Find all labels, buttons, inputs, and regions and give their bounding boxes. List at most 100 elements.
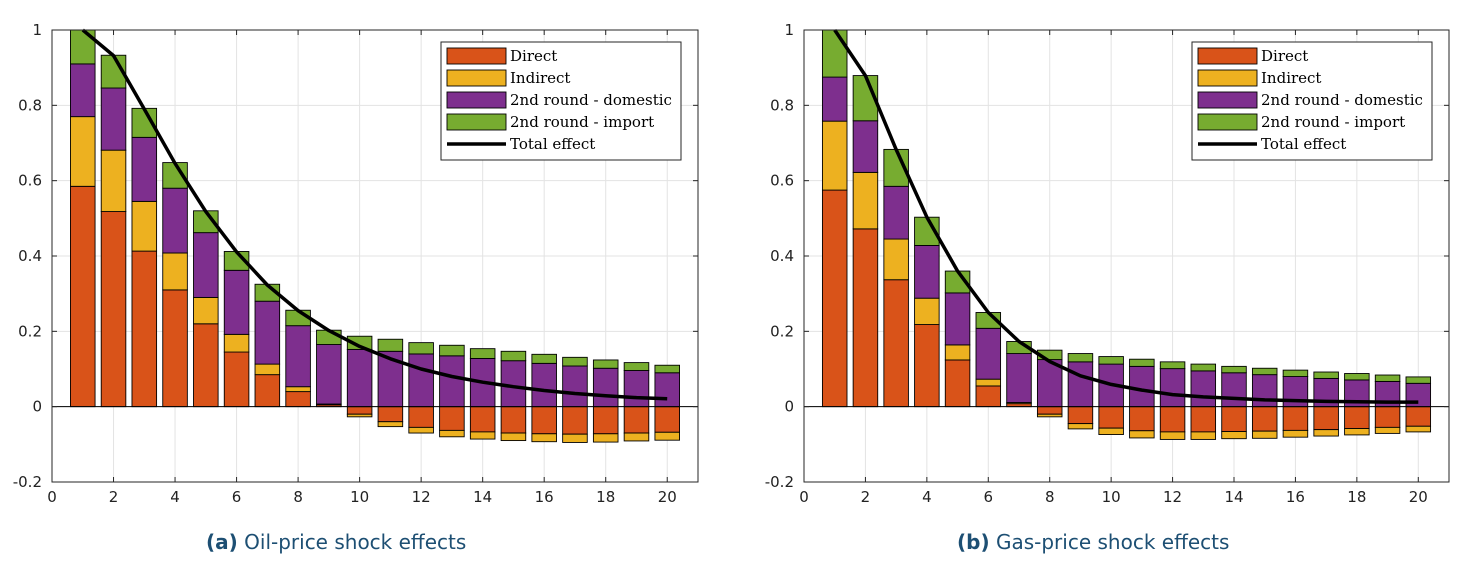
bar-domestic: [162, 187, 188, 254]
bar-direct: [944, 359, 971, 408]
bar-direct: [592, 406, 619, 435]
bar-domestic: [1129, 365, 1155, 408]
bar-direct: [654, 406, 680, 433]
legend-label-domestic: 2nd round - domestic: [510, 91, 672, 109]
bar-import: [1221, 365, 1247, 374]
legend-swatch-domestic: [1197, 91, 1258, 109]
bar-indirect: [623, 432, 650, 442]
chart-oil-price: 0 2 4 6 8 10 12 14 16 18 20 -0.2 0 0.2 0.4 0.6 0.8 1 Direc…: [13, 21, 699, 506]
bar-indirect: [654, 431, 680, 441]
bar-indirect: [469, 431, 496, 440]
bar-indirect: [439, 429, 465, 438]
bar-indirect: [100, 149, 127, 213]
bar-direct: [883, 279, 909, 408]
bar-direct: [975, 385, 1002, 408]
bar-direct: [377, 406, 404, 423]
bar-direct: [1098, 406, 1124, 429]
x-tick-label: 14: [473, 488, 492, 506]
bar-indirect: [1129, 430, 1155, 439]
x-tick-label: 4: [170, 488, 180, 506]
legend-label-direct: Direct: [510, 47, 557, 65]
bar-import: [531, 353, 557, 364]
bar-domestic: [592, 367, 619, 408]
legend-label-indirect: Indirect: [510, 69, 570, 87]
y-tick-label: -0.2: [13, 473, 42, 491]
bar-direct: [439, 406, 465, 431]
bar-domestic: [1190, 370, 1217, 408]
bar-indirect: [285, 386, 311, 393]
total-effect-line: [833, 29, 1419, 404]
bar-indirect: [562, 433, 588, 443]
bar-direct: [1344, 406, 1370, 429]
bar-import: [439, 344, 465, 357]
bar-import: [1129, 358, 1155, 367]
bar-direct: [1405, 406, 1432, 427]
total-effect-line: [81, 28, 668, 401]
bar-indirect: [975, 378, 1002, 387]
bar-import: [500, 350, 527, 362]
bar-direct: [531, 406, 557, 435]
bar-import: [377, 338, 404, 352]
bar-direct: [821, 189, 848, 408]
bar-direct: [1036, 406, 1063, 415]
ticks: 0 2 4 6 8 10 12 14 16 18 20 -0.2 0 0.2 0.4 0.6 0.8 1: [13, 21, 698, 506]
legend-swatch-direct: [1197, 47, 1258, 65]
x-tick-label: 4: [922, 488, 932, 506]
bar-domestic: [408, 353, 434, 408]
bar-import: [1159, 361, 1186, 370]
bar-import: [1282, 369, 1309, 377]
caption-gas-price: (b) Gas-price shock effects: [957, 530, 1229, 554]
bar-indirect: [1251, 430, 1278, 439]
y-tick-label: 0: [32, 398, 42, 416]
x-tick-label: 0: [799, 488, 809, 506]
bar-domestic: [1251, 374, 1278, 408]
bar-indirect: [1282, 429, 1309, 438]
bar-indirect: [254, 363, 281, 376]
bar-indirect: [1190, 431, 1217, 440]
x-tick-label: 16: [535, 488, 554, 506]
bar-domestic: [316, 344, 342, 405]
bar-indirect: [131, 200, 158, 252]
legend-swatch-direct: [446, 47, 507, 65]
legend-swatch-import: [446, 113, 507, 131]
bar-domestic: [254, 300, 281, 365]
y-tick-label: 1: [784, 21, 794, 39]
bar-indirect: [1313, 429, 1339, 437]
bar-import: [562, 356, 588, 367]
bar-direct: [254, 374, 281, 408]
x-tick-label: 16: [1286, 488, 1305, 506]
bar-indirect: [193, 296, 219, 325]
bar-import: [883, 148, 909, 187]
y-tick-label: 1: [32, 21, 42, 39]
bar-direct: [70, 185, 96, 408]
bar-direct: [852, 228, 879, 408]
bar-domestic: [439, 355, 465, 408]
bar-domestic: [131, 136, 158, 202]
bar-indirect: [162, 252, 188, 291]
x-tick-label: 18: [596, 488, 615, 506]
y-tick-label: -0.2: [765, 473, 794, 491]
bar-domestic: [944, 292, 971, 346]
legend-swatch-indirect: [1197, 69, 1258, 87]
bar-domestic: [562, 365, 588, 408]
bar-domestic: [623, 370, 650, 408]
x-tick-label: 12: [1163, 488, 1182, 506]
caption-label: (a): [206, 530, 238, 554]
caption-text: Oil-price shock effects: [244, 530, 467, 554]
bar-import: [654, 364, 680, 374]
chart-gas-price: 0 2 4 6 8 10 12 14 16 18 20 -0.2 0 0.2 0.4 0.6 0.8 1 Direc…: [765, 21, 1450, 506]
bar-domestic: [852, 120, 879, 173]
bar-direct: [623, 406, 650, 434]
bar-domestic: [100, 87, 127, 151]
bar-direct: [223, 351, 250, 408]
bar-import: [592, 359, 619, 369]
y-tick-label: 0.2: [770, 322, 794, 340]
bar-direct: [162, 289, 188, 408]
legend: Direct Indirect 2nd round - domestic 2nd ro…: [440, 41, 682, 161]
bar-direct: [1374, 406, 1401, 428]
bar-import: [1313, 371, 1339, 379]
y-tick-label: 0.8: [770, 96, 794, 114]
bar-indirect: [377, 421, 404, 428]
bar-domestic: [1159, 368, 1186, 408]
